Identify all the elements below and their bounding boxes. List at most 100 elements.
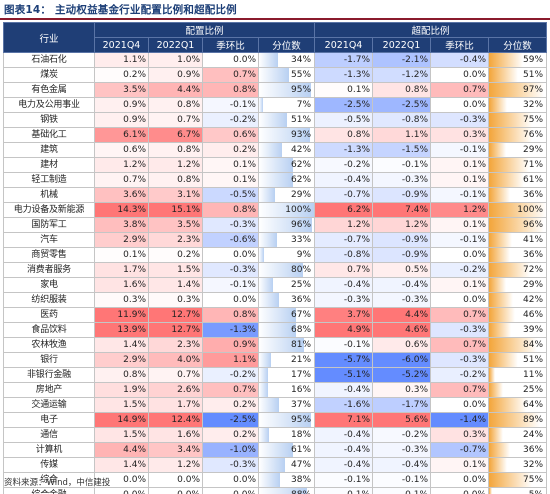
percentile-bar — [259, 308, 296, 322]
over-percentile-cell: 42% — [488, 292, 548, 308]
percentile-bar — [489, 488, 492, 494]
alloc-value-cell: 0.0% — [202, 247, 259, 263]
percentile-bar — [489, 158, 530, 172]
alloc-value-cell: 0.9% — [148, 67, 203, 83]
over-value-cell: 7.4% — [372, 202, 432, 218]
alloc-value-cell: 1.6% — [94, 277, 149, 293]
percentile-bar — [259, 98, 263, 112]
percentile-bar — [259, 383, 268, 397]
over-value-cell: -0.2% — [372, 427, 432, 443]
over-percentile-cell: 36% — [488, 442, 548, 458]
percentile-value: 75% — [523, 115, 544, 125]
over-percentile-cell: 39% — [488, 322, 548, 338]
percentile-value: 64% — [523, 400, 544, 410]
alloc-percentile-cell: 95% — [257, 412, 316, 428]
percentile-value: 11% — [523, 370, 544, 380]
percentile-value: 100% — [285, 205, 312, 215]
alloc-value-cell: 1.2% — [148, 457, 203, 473]
industry-cell: 电力及公用事业 — [3, 97, 95, 113]
industry-cell: 建筑 — [3, 142, 95, 158]
alloc-value-cell: 0.7% — [148, 367, 203, 383]
over-percentile-cell: 96% — [488, 217, 548, 233]
percentile-bar — [489, 188, 510, 202]
alloc-value-cell: 12.7% — [148, 307, 203, 323]
table-row: 轻工制造 0.7% 0.8% 0.1% 62% -0.4% -0.3% 0.1% 61% — [3, 172, 548, 188]
percentile-value: 29% — [291, 190, 312, 200]
over-value-cell: -0.4% — [314, 427, 374, 443]
alloc-percentile-cell: 16% — [257, 382, 316, 398]
over-value-cell: -1.2% — [372, 67, 432, 83]
table-body: 石油石化 1.1% 1.0% 0.0% 34% -1.7% -2.1% -0.4% 59% 煤炭 0… — [3, 52, 548, 494]
table-row: 综合 0.0% 0.0% 0.0% 38% -0.1% -0.1% 0.0% 75% — [3, 472, 548, 488]
table-row: 建筑 0.6% 0.8% 0.2% 42% -1.3% -1.5% -0.1% 29% — [3, 142, 548, 158]
source-note: 资料来源：Wind，中信建投 — [4, 478, 111, 488]
over-value-cell: -0.4% — [372, 277, 432, 293]
percentile-bar — [489, 203, 546, 217]
alloc-value-cell: 0.0% — [148, 487, 203, 494]
table-row: 商贸零售 0.1% 0.2% 0.0% 9% -0.8% -0.9% 0.0% 36% — [3, 247, 548, 263]
percentile-value: 62% — [291, 160, 312, 170]
over-value-cell: -1.5% — [372, 142, 432, 158]
percentile-bar — [489, 428, 503, 442]
industry-cell: 商贸零售 — [3, 247, 95, 263]
alloc-value-cell: -0.2% — [202, 112, 259, 128]
alloc-value-cell: 4.4% — [148, 82, 203, 98]
over-value-cell: 0.7% — [430, 382, 490, 398]
alloc-value-cell: 1.2% — [148, 157, 203, 173]
industry-cell: 农林牧渔 — [3, 337, 95, 353]
alloc-percentile-cell: 88% — [257, 487, 316, 494]
industry-cell: 银行 — [3, 352, 95, 368]
over-percentile-cell: 32% — [488, 97, 548, 113]
alloc-value-cell: 1.5% — [148, 262, 203, 278]
alloc-percentile-cell: 47% — [257, 457, 316, 473]
over-percentile-cell: 51% — [488, 352, 548, 368]
alloc-percentile-cell: 33% — [257, 232, 316, 248]
alloc-value-cell: 0.7% — [148, 112, 203, 128]
alloc-value-cell: 13.9% — [94, 322, 149, 338]
percentile-bar — [259, 413, 312, 427]
over-percentile-cell: 89% — [488, 412, 548, 428]
alloc-value-cell: 0.1% — [202, 157, 259, 173]
over-percentile-cell: 25% — [488, 382, 548, 398]
alloc-value-cell: 1.1% — [202, 352, 259, 368]
alloc-value-cell: 15.1% — [148, 202, 203, 218]
col-header: 分位数 — [257, 37, 316, 53]
percentile-value: 39% — [523, 325, 544, 335]
percentile-bar — [489, 83, 545, 97]
percentile-bar — [259, 353, 271, 367]
over-percentile-cell: 29% — [488, 142, 548, 158]
alloc-percentile-cell: 62% — [257, 157, 316, 173]
percentile-value: 37% — [291, 400, 312, 410]
alloc-percentile-cell: 61% — [257, 442, 316, 458]
over-value-cell: 0.0% — [430, 97, 490, 113]
over-value-cell: 7.1% — [314, 412, 374, 428]
over-value-cell: -2.5% — [314, 97, 374, 113]
over-value-cell: -0.8% — [314, 247, 374, 263]
percentile-value: 29% — [523, 145, 544, 155]
over-percentile-cell: 84% — [488, 337, 548, 353]
alloc-value-cell: 1.7% — [148, 397, 203, 413]
alloc-value-cell: 1.5% — [94, 427, 149, 443]
percentile-value: 29% — [523, 280, 544, 290]
alloc-value-cell: 0.0% — [202, 52, 259, 68]
percentile-bar — [259, 113, 288, 127]
table-row: 国防军工 3.8% 3.5% -0.3% 96% 1.2% 1.2% 0.1% 96% — [3, 217, 548, 233]
over-value-cell: -2.1% — [372, 52, 432, 68]
industry-cell: 传媒 — [3, 457, 95, 473]
over-value-cell: 0.0% — [430, 247, 490, 263]
alloc-value-cell: 3.8% — [94, 217, 149, 233]
alloc-value-cell: 0.8% — [202, 202, 259, 218]
percentile-bar — [259, 458, 285, 472]
alloc-percentile-cell: 36% — [257, 292, 316, 308]
table-row: 消费者服务 1.7% 1.5% -0.3% 80% 0.7% 0.5% -0.2% 72% — [3, 262, 548, 278]
col-header: 分位数 — [488, 37, 548, 53]
percentile-bar — [489, 278, 506, 292]
alloc-value-cell: 6.7% — [148, 127, 203, 143]
percentile-value: 62% — [291, 175, 312, 185]
percentile-bar — [489, 98, 508, 112]
alloc-percentile-cell: 37% — [257, 397, 316, 413]
alloc-percentile-cell: 17% — [257, 367, 316, 383]
percentile-value: 36% — [523, 250, 544, 260]
percentile-bar — [489, 353, 519, 367]
over-value-cell: -1.7% — [372, 397, 432, 413]
